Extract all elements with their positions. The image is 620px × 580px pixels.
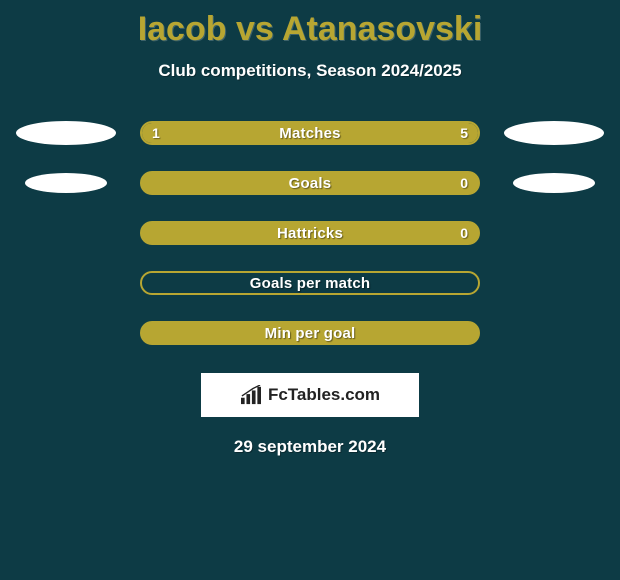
ellipse-icon — [25, 173, 107, 193]
right-indicator — [500, 269, 608, 297]
right-indicator — [500, 169, 608, 197]
stat-bar: Goals per match — [140, 271, 480, 295]
right-indicator — [500, 319, 608, 347]
ellipse-icon — [513, 173, 595, 193]
stat-label: Min per goal — [142, 323, 478, 343]
stat-bar: Hattricks0 — [140, 221, 480, 245]
left-indicator — [12, 169, 120, 197]
left-indicator — [12, 219, 120, 247]
left-indicator — [12, 119, 120, 147]
left-indicator — [12, 319, 120, 347]
stat-label: Goals — [142, 173, 478, 193]
right-indicator — [500, 219, 608, 247]
logo-text: FcTables.com — [268, 385, 380, 405]
stat-value-right: 5 — [460, 123, 468, 143]
stat-row: Goals0 — [0, 169, 620, 197]
stat-rows: Matches15Goals0Hattricks0Goals per match… — [0, 119, 620, 347]
stat-label: Hattricks — [142, 223, 478, 243]
stat-value-right: 0 — [460, 223, 468, 243]
stat-row: Matches1 5 — [0, 119, 620, 147]
stat-row: Hattricks0 — [0, 219, 620, 247]
bar-chart-icon — [240, 385, 262, 405]
stat-label: Goals per match — [142, 273, 478, 293]
ellipse-icon — [16, 121, 116, 145]
stat-bar: Min per goal — [140, 321, 480, 345]
stat-label: Matches — [142, 123, 478, 143]
ellipse-icon — [504, 121, 604, 145]
stat-bar: Goals0 — [140, 171, 480, 195]
stat-row: Min per goal — [0, 319, 620, 347]
logo: FcTables.com — [201, 373, 419, 417]
right-indicator — [500, 119, 608, 147]
subtitle: Club competitions, Season 2024/2025 — [0, 61, 620, 81]
comparison-infographic: Iacob vs Atanasovski Club competitions, … — [0, 0, 620, 580]
stat-bar: Matches1 5 — [140, 121, 480, 145]
page-title: Iacob vs Atanasovski — [0, 0, 620, 49]
left-indicator — [12, 269, 120, 297]
stat-value-left: 1 — [152, 123, 160, 143]
stat-row: Goals per match — [0, 269, 620, 297]
date: 29 september 2024 — [0, 437, 620, 457]
stat-value-right: 0 — [460, 173, 468, 193]
